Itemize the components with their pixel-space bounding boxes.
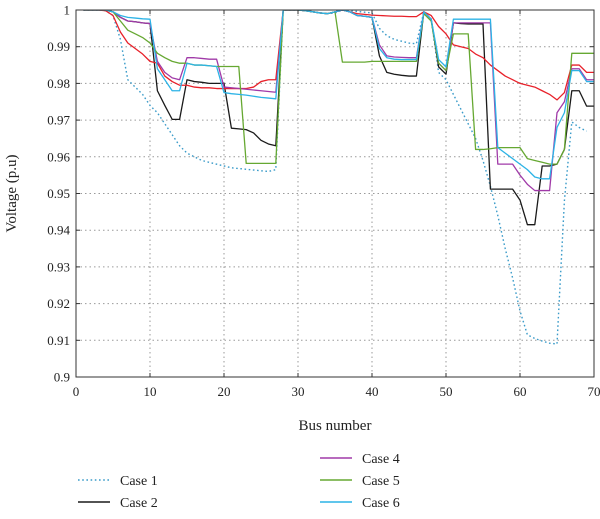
- y-tick-label: 0.96: [47, 149, 70, 164]
- y-tick-label: 1: [64, 3, 71, 18]
- x-axis-title: Bus number: [299, 418, 372, 434]
- x-tick-label: 60: [514, 384, 527, 399]
- series-line-case-5: [83, 10, 594, 164]
- x-tick-label: 20: [218, 384, 231, 399]
- y-tick-label: 0.94: [47, 223, 70, 238]
- y-tick-label: 0.99: [47, 39, 70, 54]
- x-tick-label: 10: [144, 384, 157, 399]
- x-tick-label: 0: [73, 384, 80, 399]
- y-axis-title: Voltage (p.u): [4, 154, 20, 232]
- y-tick-label: 0.95: [47, 186, 70, 201]
- legend-label-case-4: Case 4: [362, 452, 400, 467]
- tick-layer: 0 10 20 30 40 50 60 70 0.9 0.91 0.92 0.93 0.94 0.95 0.…: [47, 3, 600, 400]
- x-tick-label: 50: [440, 384, 453, 399]
- y-tick-label: 0.92: [47, 296, 70, 311]
- x-tick-label: 30: [292, 384, 305, 399]
- y-tick-label: 0.91: [47, 333, 70, 348]
- legend-label-case-2: Case 2: [120, 496, 158, 511]
- legend-label-case-1: Case 1: [120, 474, 158, 489]
- legend-label-case-6: Case 6: [362, 496, 400, 511]
- series-layer: [83, 10, 594, 344]
- series-line-case-1: [83, 10, 586, 344]
- series-line-case-2: [83, 10, 594, 225]
- x-tick-label: 40: [366, 384, 379, 399]
- y-tick-label: 0.9: [54, 370, 70, 385]
- y-tick-label: 0.98: [47, 76, 70, 91]
- x-tick-label: 70: [588, 384, 600, 399]
- y-tick-label: 0.93: [47, 259, 70, 274]
- y-tick-label: 0.97: [47, 113, 70, 128]
- legend-label-case-5: Case 5: [362, 474, 400, 489]
